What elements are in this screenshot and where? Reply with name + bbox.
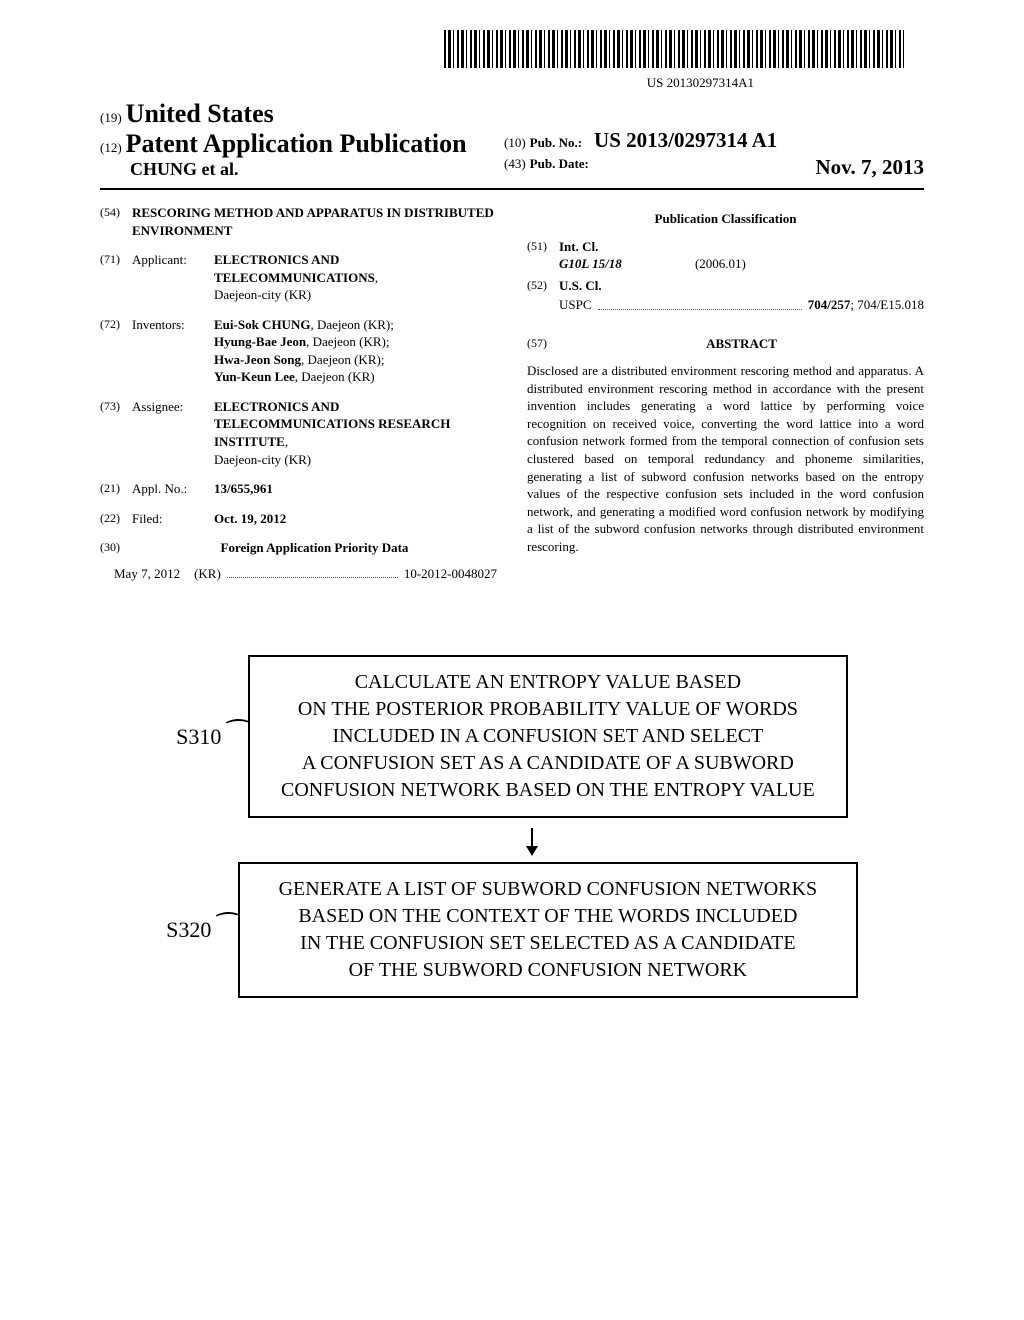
inventor-4-loc: , Daejeon (KR) (295, 369, 375, 384)
country-name: United States (126, 99, 274, 128)
filed-value: Oct. 19, 2012 (214, 510, 497, 528)
assignee-loc: Daejeon-city (KR) (214, 452, 311, 467)
priority-heading: Foreign Application Priority Data (132, 539, 497, 557)
intcl-block: Int. Cl. G10L 15/18 (2006.01) (559, 238, 924, 273)
abstract-heading-row: (57) ABSTRACT (527, 335, 924, 353)
assignee-code: (73) (100, 398, 132, 468)
inventor-1-loc: , Daejeon (KR); (310, 317, 393, 332)
barcode-graphic (444, 30, 904, 68)
assignee-label: Assignee: (132, 398, 214, 468)
priority-number: 10-2012-0048027 (404, 565, 497, 583)
abstract-label: ABSTRACT (559, 335, 924, 353)
pub-date: Nov. 7, 2013 (815, 155, 924, 180)
applno-label: Appl. No.: (132, 480, 214, 498)
pub-no: US 2013/0297314 A1 (594, 128, 777, 152)
inventor-4: Yun-Keun Lee (214, 369, 295, 384)
pub-date-code: (43) (504, 156, 526, 171)
step1-label: S310 (176, 724, 221, 750)
applicant-label: Applicant: (132, 251, 214, 304)
body-columns: (54) RESCORING METHOD AND APPARATUS IN D… (100, 204, 924, 585)
barcode-number: US 20130297314A1 (100, 75, 754, 91)
intcl-label: Int. Cl. (559, 239, 598, 254)
uscl-code: (52) (527, 277, 559, 317)
intcl-date1: (2006.01) (695, 256, 746, 271)
intcl-row: (51) Int. Cl. G10L 15/18 (2006.01) (527, 238, 924, 273)
inventors-row: (72) Inventors: Eui-Sok CHUNG, Daejeon (… (100, 316, 497, 386)
classification-heading: Publication Classification (527, 210, 924, 228)
uscl-block: U.S. Cl. USPC 704/257; 704/E15.018 (559, 277, 924, 317)
inventor-1: Eui-Sok CHUNG (214, 317, 310, 332)
inventors-label: Inventors: (132, 316, 214, 386)
dots-leader-2 (598, 296, 802, 310)
title-code: (54) (100, 204, 132, 239)
pub-date-label: Pub. Date: (530, 156, 589, 171)
assignee-name: ELECTRONICS AND TELECOMMUNICATIONS RESEA… (214, 399, 450, 449)
flow-step-1-row: S310 ⁀ CALCULATE AN ENTROPY VALUE BASEDO… (176, 655, 848, 818)
barcode-section: US 20130297314A1 (100, 30, 924, 91)
pub-type: Patent Application Publication (126, 129, 467, 158)
assignee-value: ELECTRONICS AND TELECOMMUNICATIONS RESEA… (214, 398, 497, 468)
divider-rule (100, 188, 924, 190)
inventors-code: (72) (100, 316, 132, 386)
filed-code: (22) (100, 510, 132, 528)
intcl-code: (51) (527, 238, 559, 273)
applicant-row: (71) Applicant: ELECTRONICS AND TELECOMM… (100, 251, 497, 304)
uscl-label: U.S. Cl. (559, 278, 602, 293)
inventor-3: Hwa-Jeon Song (214, 352, 301, 367)
priority-country: (KR) (194, 565, 221, 583)
pub-no-code: (10) (504, 135, 526, 150)
dots-leader (227, 565, 398, 579)
applno-row: (21) Appl. No.: 13/655,961 (100, 480, 497, 498)
priority-date: May 7, 2012 (114, 565, 180, 583)
header-right: (10) Pub. No.: US 2013/0297314 A1 (43) P… (504, 128, 924, 180)
priority-code: (30) (100, 539, 132, 557)
flow-arrow-down (531, 828, 533, 854)
assignee-row: (73) Assignee: ELECTRONICS AND TELECOMMU… (100, 398, 497, 468)
inventors-value: Eui-Sok CHUNG, Daejeon (KR); Hyung-Bae J… (214, 316, 497, 386)
invention-title: RESCORING METHOD AND APPARATUS IN DISTRI… (132, 204, 497, 239)
header-row: (19) United States (12) Patent Applicati… (100, 99, 924, 180)
flow-step-2-row: S320 ⁀ GENERATE A LIST OF SUBWORD CONFUS… (166, 862, 858, 998)
country-code: (19) (100, 110, 122, 125)
header-left: (19) United States (12) Patent Applicati… (100, 99, 467, 180)
priority-heading-row: (30) Foreign Application Priority Data (100, 539, 497, 557)
abstract-text: Disclosed are a distributed environment … (527, 362, 924, 555)
filed-row: (22) Filed: Oct. 19, 2012 (100, 510, 497, 528)
uscl-prefix: USPC (559, 296, 592, 314)
intcl-code1: G10L 15/18 (559, 256, 622, 271)
applicant-loc: Daejeon-city (KR) (214, 287, 311, 302)
flow-box-2-text: GENERATE A LIST OF SUBWORD CONFUSION NET… (279, 878, 818, 981)
flow-box-1-text: CALCULATE AN ENTROPY VALUE BASEDON THE P… (281, 671, 815, 801)
abstract-code: (57) (527, 335, 559, 353)
inventor-2: Hyung-Bae Jeon (214, 334, 306, 349)
applicant-name: ELECTRONICS AND TELECOMMUNICATIONS (214, 252, 375, 285)
pub-type-code: (12) (100, 140, 122, 155)
left-column: (54) RESCORING METHOD AND APPARATUS IN D… (100, 204, 497, 585)
inventor-3-loc: , Daejeon (KR); (301, 352, 384, 367)
applno-value: 13/655,961 (214, 480, 497, 498)
applicant-code: (71) (100, 251, 132, 304)
applno-code: (21) (100, 480, 132, 498)
filed-label: Filed: (132, 510, 214, 528)
authors: CHUNG et al. (130, 159, 238, 179)
step2-label: S320 (166, 917, 211, 943)
uscl-row: (52) U.S. Cl. USPC 704/257; 704/E15.018 (527, 277, 924, 317)
right-column: Publication Classification (51) Int. Cl.… (527, 204, 924, 585)
flow-box-2: GENERATE A LIST OF SUBWORD CONFUSION NET… (238, 862, 858, 998)
priority-data-row: May 7, 2012 (KR) 10-2012-0048027 (100, 565, 497, 583)
pub-no-label: Pub. No.: (530, 135, 582, 150)
inventor-2-loc: , Daejeon (KR); (306, 334, 389, 349)
flowchart: S310 ⁀ CALCULATE AN ENTROPY VALUE BASEDO… (100, 655, 924, 998)
applicant-value: ELECTRONICS AND TELECOMMUNICATIONS, Daej… (214, 251, 497, 304)
flow-box-1: CALCULATE AN ENTROPY VALUE BASEDON THE P… (248, 655, 848, 818)
title-row: (54) RESCORING METHOD AND APPARATUS IN D… (100, 204, 497, 239)
